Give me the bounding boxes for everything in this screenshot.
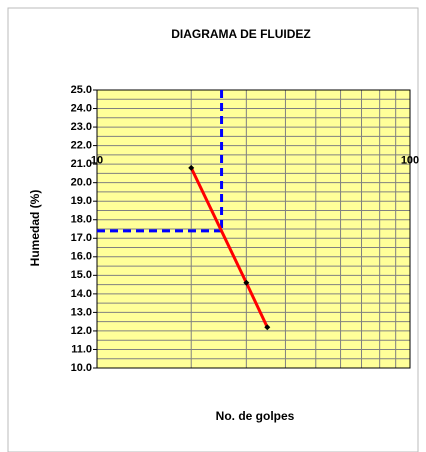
y-tick-label: 18.0 [71,214,92,226]
y-tick-label: 19.0 [71,195,92,207]
y-tick-label: 14.0 [71,288,92,300]
y-tick-label: 15.0 [71,269,92,281]
data-point [264,324,271,331]
y-tick-label: 22.0 [71,140,92,152]
y-tick-label: 16.0 [71,251,92,263]
chart-title: DIAGRAMA DE FLUIDEZ [171,27,311,41]
data-point [188,164,195,171]
y-axis-label: Humedad (%) [28,190,42,267]
y-tick-label: 21.0 [71,158,92,170]
y-tick-label: 13.0 [71,306,92,318]
y-tick-label: 11.0 [71,343,92,355]
plot-border [96,89,411,369]
y-tick-label: 25.0 [71,84,92,96]
y-tick-label: 23.0 [71,121,92,133]
y-tick-label: 24.0 [71,102,92,114]
data-point [243,279,250,286]
y-tick-label: 10.0 [71,362,92,374]
y-tick-label: 20.0 [71,177,92,189]
y-tick-label: 17.0 [71,232,92,244]
x-axis-label: No. de golpes [216,409,295,423]
y-tick-label: 12.0 [71,325,92,337]
